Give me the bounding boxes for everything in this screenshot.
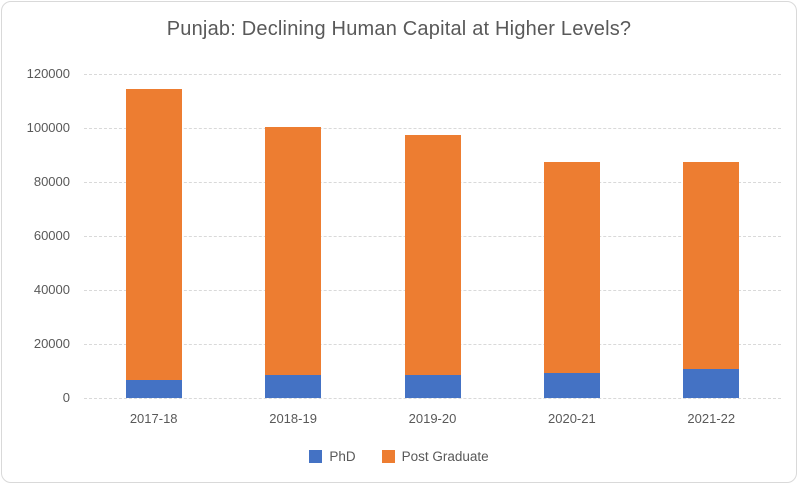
gridline-120000 <box>84 74 781 75</box>
y-axis-tick-label-80000: 80000 <box>33 174 70 189</box>
gridline-0 <box>84 398 781 399</box>
bar-stack-2020-21 <box>543 161 600 398</box>
legend: PhD Post Graduate <box>2 449 796 464</box>
y-axis-tick-label-20000: 20000 <box>33 336 70 351</box>
x-axis-tick-label-2019-20: 2019-20 <box>408 411 457 426</box>
y-axis-tick-label-120000: 120000 <box>26 66 70 81</box>
bar-stack-2017-18 <box>125 88 182 398</box>
legend-swatch-phd <box>309 450 323 463</box>
legend-item-phd: PhD <box>309 449 356 464</box>
bar-segment-post-graduate-2020-21 <box>543 161 600 373</box>
bar-segment-phd-2021-22 <box>683 369 740 398</box>
legend-item-post-graduate: Post Graduate <box>381 449 489 464</box>
y-axis-tick-label-100000: 100000 <box>26 120 70 135</box>
bar-segment-post-graduate-2021-22 <box>683 161 740 370</box>
y-axis-tick-label-0: 0 <box>62 390 70 405</box>
x-axis-tick-label-2021-22: 2021-22 <box>687 411 736 426</box>
bar-segment-post-graduate-2017-18 <box>125 88 182 380</box>
legend-label-post-graduate: Post Graduate <box>401 449 489 464</box>
bar-stack-2019-20 <box>404 134 461 398</box>
x-axis-tick-label-2017-18: 2017-18 <box>129 411 178 426</box>
bar-segment-phd-2017-18 <box>125 379 182 398</box>
bar-stack-2021-22 <box>683 161 740 398</box>
legend-swatch-post-graduate <box>381 450 395 463</box>
bar-segment-post-graduate-2019-20 <box>404 134 461 376</box>
bar-segment-phd-2019-20 <box>404 375 461 398</box>
bar-segment-phd-2018-19 <box>265 375 322 398</box>
bar-segment-post-graduate-2018-19 <box>265 127 322 376</box>
y-axis-tick-label-60000: 60000 <box>33 228 70 243</box>
x-axis-tick-label-2020-21: 2020-21 <box>548 411 596 426</box>
chart-title: Punjab: Declining Human Capital at Highe… <box>166 18 632 40</box>
gridline-100000 <box>84 128 781 129</box>
plot-area: 2017-18 2018-19 2019-20 2020-21 2021-22 <box>84 74 781 426</box>
y-axis-tick-label-40000: 40000 <box>33 282 70 297</box>
bar-stack-2018-19 <box>265 127 322 398</box>
bar-segment-phd-2020-21 <box>543 372 600 398</box>
legend-label-phd: PhD <box>329 449 356 464</box>
x-axis-tick-label-2018-19: 2018-19 <box>269 411 317 426</box>
